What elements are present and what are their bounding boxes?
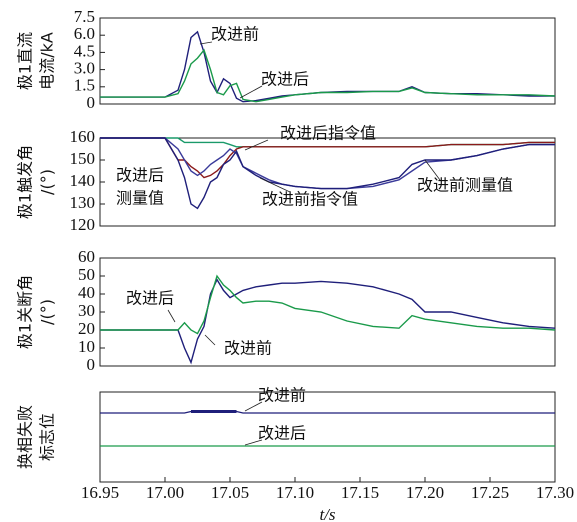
y-tick-label: 7.5 <box>74 7 95 26</box>
x-tick-label: 17.30 <box>536 483 574 502</box>
y-tick-label: 0 <box>87 355 96 374</box>
y-tick-label: 0 <box>87 93 96 112</box>
y-tick-label: 160 <box>70 127 96 146</box>
y-tick-label: 20 <box>78 319 95 338</box>
annotation: 改进后指令值 <box>280 124 376 143</box>
y-tick-label: 130 <box>70 193 96 212</box>
y-axis-label: 电流/kA <box>38 32 57 90</box>
annotation: 改进后 <box>126 289 174 308</box>
series-line <box>100 137 555 190</box>
y-tick-label: 140 <box>70 171 96 190</box>
y-axis-label: 极1直流 <box>16 32 35 90</box>
annotation: 改进前 <box>224 339 272 358</box>
panel-frame <box>99 17 556 105</box>
y-axis-label: 极1触发角 <box>16 145 35 219</box>
series-line <box>100 48 556 103</box>
series-line <box>100 137 555 210</box>
x-tick-label: 17.25 <box>471 483 509 502</box>
series-line <box>100 137 555 179</box>
y-axis-label: /(°) <box>38 299 57 325</box>
series-line <box>100 278 556 365</box>
annotation: 改进后 <box>116 166 164 185</box>
x-tick-label: 17.10 <box>276 483 314 502</box>
y-tick-label: 150 <box>70 149 96 168</box>
y-tick-label: 1.5 <box>74 76 95 95</box>
y-axis-label: 极1关断角 <box>16 275 35 349</box>
x-tick-label: 17.20 <box>406 483 444 502</box>
annotation-leader <box>239 85 263 99</box>
y-axis-label: 换相失败 <box>16 405 35 469</box>
annotation-leader <box>244 139 269 151</box>
annotation: 改进前 <box>211 25 259 44</box>
annotation-leader <box>259 177 291 193</box>
y-tick-label: 6.0 <box>74 24 95 43</box>
y-axis-label: 标志位 <box>38 413 57 461</box>
series-line <box>100 30 555 103</box>
y-tick-label: 4.5 <box>74 41 95 60</box>
annotation: 改进前测量值 <box>417 176 513 195</box>
annotation-leader <box>204 334 216 346</box>
x-tick-label: 17.15 <box>341 483 379 502</box>
y-tick-label: 3.0 <box>74 59 95 78</box>
annotation-leader <box>199 41 213 45</box>
annotation: 测量值 <box>116 189 164 208</box>
y-tick-label: 30 <box>78 301 95 320</box>
flag-line <box>100 410 555 414</box>
annotation: 改进前 <box>258 386 306 405</box>
annotation-leader <box>424 159 441 181</box>
y-tick-label: 40 <box>78 283 95 302</box>
annotation: 改进前指令值 <box>262 190 358 209</box>
y-tick-label: 10 <box>78 337 95 356</box>
x-tick-label: 17.05 <box>211 483 249 502</box>
panel-frame <box>99 257 556 367</box>
x-tick-label: 16.95 <box>81 483 119 502</box>
annotation: 改进后 <box>258 424 306 443</box>
annotation-leader <box>244 439 263 446</box>
y-axis-label: /(°) <box>38 169 57 195</box>
annotation-leader <box>167 309 176 323</box>
y-tick-label: 50 <box>78 265 95 284</box>
series-line <box>100 274 556 335</box>
annotation-leader <box>244 401 263 412</box>
x-axis-label: t/s <box>319 505 335 522</box>
x-tick-label: 17.00 <box>146 483 184 502</box>
annotation: 改进后 <box>261 70 309 89</box>
y-tick-label: 60 <box>78 247 95 266</box>
y-tick-label: 120 <box>70 215 96 234</box>
panel-frame <box>99 391 556 483</box>
